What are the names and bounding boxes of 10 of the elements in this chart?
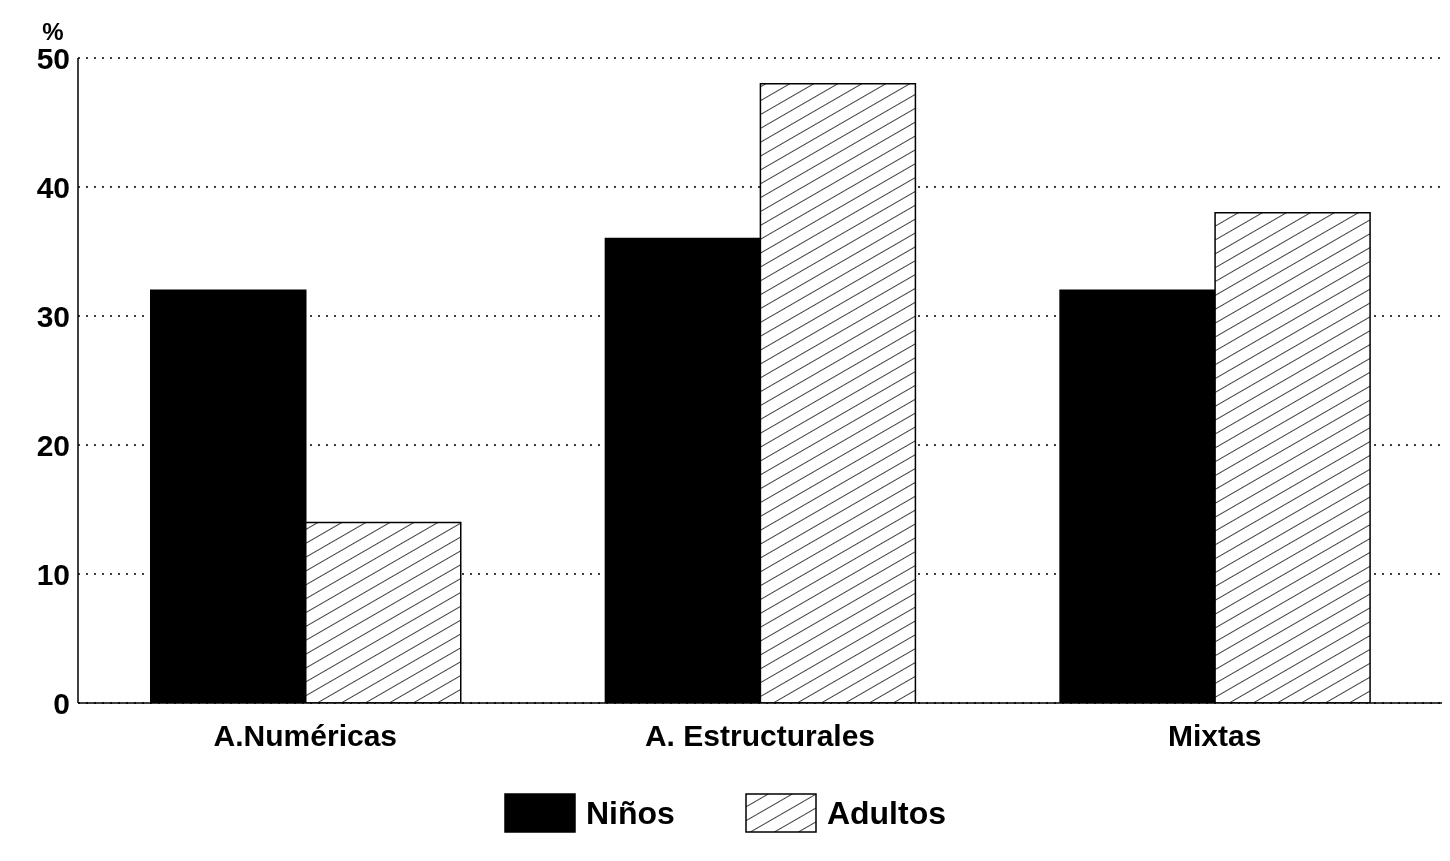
x-tick-label: A.Numéricas [213,719,398,753]
y-tick-label: 20 [36,428,70,462]
y-tick-label: 0 [53,686,70,720]
x-tick-label: Mixtas [1167,719,1262,753]
x-tick-label: A. Estructurales [644,719,876,753]
y-tick-label: 10 [36,557,70,591]
legend-label: Niños [586,794,675,832]
legend-label: Adultos [826,794,946,832]
y-tick-label: 30 [36,299,70,333]
y-tick-label: 40 [36,170,70,204]
